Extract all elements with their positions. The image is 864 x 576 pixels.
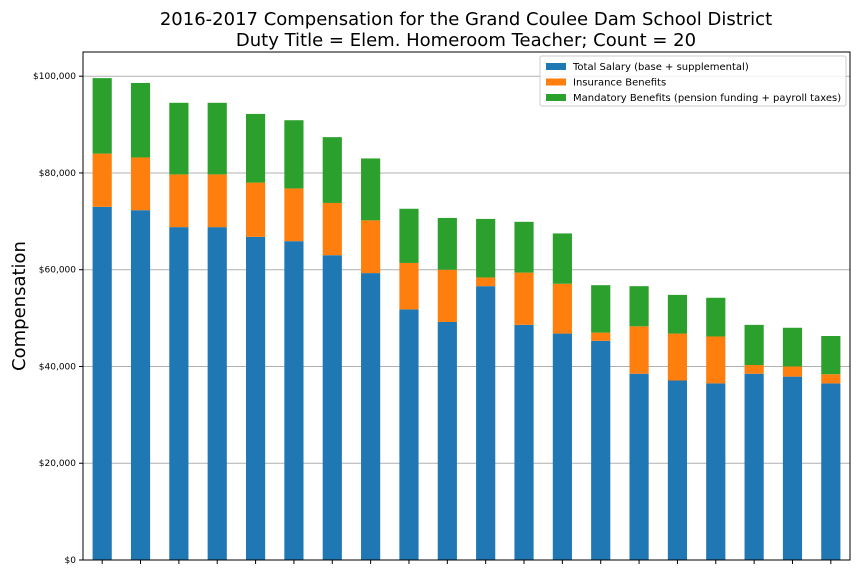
bar-segment-salary (744, 373, 764, 560)
bar-segment-mandatory (629, 286, 649, 327)
bar-segment-salary (591, 340, 611, 560)
bar-segment-insurance (437, 269, 457, 322)
bar-segment-mandatory (552, 233, 572, 284)
legend-swatch (546, 63, 566, 70)
y-tick-label: $60,000 (39, 266, 76, 276)
bar-segment-insurance (361, 220, 381, 274)
bar-segment-salary (706, 383, 726, 560)
bar-segment-salary (821, 383, 841, 560)
bar-segment-mandatory (744, 324, 764, 366)
bar-segment-salary (782, 376, 803, 560)
bar-segment-mandatory (284, 120, 304, 189)
legend-box (539, 55, 847, 107)
bar-segment-salary (130, 210, 151, 560)
bar-segment-mandatory (821, 335, 841, 375)
bar-segment-insurance (399, 262, 419, 310)
bar-segment-salary (92, 206, 112, 561)
bar-segment-mandatory (92, 78, 112, 154)
bar-segment-salary (667, 380, 688, 560)
bar-segment-insurance (169, 174, 189, 228)
bar-segment-salary (207, 227, 227, 561)
bar-segment-mandatory (322, 137, 342, 203)
bar-segment-salary (437, 321, 457, 560)
bar-segment-insurance (744, 365, 764, 374)
bar-segment-insurance (207, 174, 227, 228)
bar-segment-mandatory (782, 327, 803, 367)
bar-segment-salary (552, 333, 572, 560)
bar-segment-insurance (514, 272, 534, 325)
bar-segment-insurance (667, 333, 688, 381)
bar-segment-salary (399, 309, 419, 560)
bar-segment-mandatory (437, 217, 457, 270)
gridlines (83, 75, 850, 464)
bars (92, 78, 841, 561)
y-tick-label: $20,000 (39, 459, 76, 469)
bar-segment-insurance (284, 188, 304, 242)
bar-segment-mandatory (245, 113, 266, 183)
chart-title-line-2: Duty Title = Elem. Homeroom Teacher; Cou… (236, 30, 696, 51)
bar-segment-mandatory (476, 218, 496, 278)
bar-segment-mandatory (207, 102, 227, 175)
y-axis-label: Compensation (9, 241, 30, 371)
y-tick-label: $80,000 (39, 169, 76, 179)
y-axis-ticks: $0 $20,000 $40,000 $60,000 $80,000 $100,000 (33, 72, 83, 566)
chart-title-line-1: 2016-2017 Compensation for the Grand Cou… (160, 9, 772, 30)
legend-swatch (546, 94, 566, 101)
legend-label: Mandatory Benefits (pension funding + pa… (573, 93, 841, 104)
bar-segment-insurance (476, 277, 496, 287)
y-tick-label: $100,000 (33, 72, 76, 82)
bar-segment-mandatory (130, 82, 151, 158)
bar-segment-salary (169, 227, 189, 561)
plot-frame (82, 51, 851, 561)
bar-segment-insurance (322, 202, 342, 256)
bar-segment-mandatory (399, 208, 419, 263)
chart-title: 2016-2017 Compensation for the Grand Cou… (160, 9, 772, 51)
bar-segment-salary (245, 236, 266, 560)
bar-segment-insurance (782, 366, 803, 377)
legend-label: Insurance Benefits (573, 78, 666, 89)
bar-segment-mandatory (361, 158, 381, 221)
y-tick-label: $0 (65, 556, 77, 566)
bar-segment-salary (514, 324, 534, 560)
bar-segment-salary (476, 286, 496, 560)
bar-segment-insurance (591, 332, 611, 341)
bar-segment-mandatory (667, 294, 688, 334)
bar-segment-mandatory (591, 285, 611, 333)
bar-segment-mandatory (514, 221, 534, 273)
bar-segment-mandatory (706, 297, 726, 337)
bar-segment-insurance (552, 283, 572, 334)
bar-segment-salary (322, 255, 342, 560)
bar-segment-salary (284, 241, 304, 560)
bar-segment-insurance (92, 153, 112, 207)
legend-swatch (546, 78, 566, 86)
bar-segment-mandatory (169, 102, 189, 175)
bar-segment-insurance (706, 336, 726, 384)
y-tick-label: $40,000 (39, 362, 76, 372)
bar-segment-insurance (245, 182, 266, 237)
legend-label: Total Salary (base + supplemental) (572, 62, 749, 73)
legend: Total Salary (base + supplemental) Insura… (539, 55, 847, 107)
bar-segment-insurance (130, 157, 151, 211)
bar-segment-salary (629, 373, 649, 560)
bar-segment-insurance (821, 374, 841, 384)
bar-segment-salary (361, 273, 381, 560)
bar-segment-insurance (629, 326, 649, 374)
x-axis-ticks (101, 560, 832, 564)
axes (82, 51, 851, 561)
